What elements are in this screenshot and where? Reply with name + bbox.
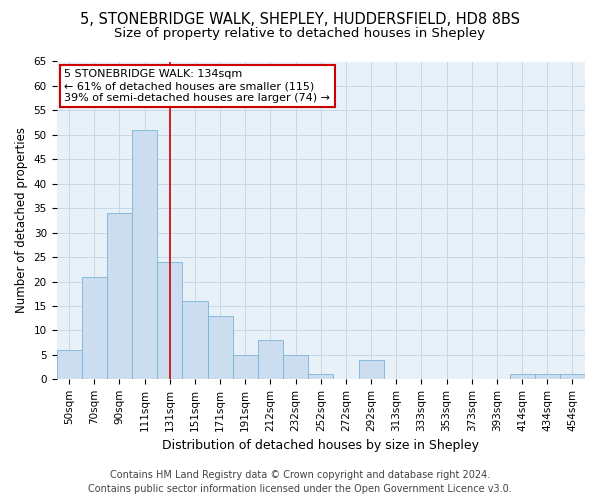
Y-axis label: Number of detached properties: Number of detached properties bbox=[15, 128, 28, 314]
Bar bbox=[132, 130, 157, 380]
Bar bbox=[56, 350, 82, 380]
Bar bbox=[560, 374, 585, 380]
Bar bbox=[182, 301, 208, 380]
Text: Size of property relative to detached houses in Shepley: Size of property relative to detached ho… bbox=[115, 28, 485, 40]
Bar bbox=[208, 316, 233, 380]
Bar bbox=[157, 262, 182, 380]
Bar bbox=[359, 360, 383, 380]
Bar bbox=[283, 355, 308, 380]
Bar bbox=[233, 355, 258, 380]
Bar bbox=[107, 213, 132, 380]
Text: 5, STONEBRIDGE WALK, SHEPLEY, HUDDERSFIELD, HD8 8BS: 5, STONEBRIDGE WALK, SHEPLEY, HUDDERSFIE… bbox=[80, 12, 520, 28]
X-axis label: Distribution of detached houses by size in Shepley: Distribution of detached houses by size … bbox=[162, 440, 479, 452]
Bar bbox=[258, 340, 283, 380]
Bar bbox=[509, 374, 535, 380]
Bar bbox=[535, 374, 560, 380]
Text: Contains HM Land Registry data © Crown copyright and database right 2024.
Contai: Contains HM Land Registry data © Crown c… bbox=[88, 470, 512, 494]
Bar bbox=[82, 276, 107, 380]
Bar bbox=[308, 374, 334, 380]
Text: 5 STONEBRIDGE WALK: 134sqm
← 61% of detached houses are smaller (115)
39% of sem: 5 STONEBRIDGE WALK: 134sqm ← 61% of deta… bbox=[64, 70, 331, 102]
